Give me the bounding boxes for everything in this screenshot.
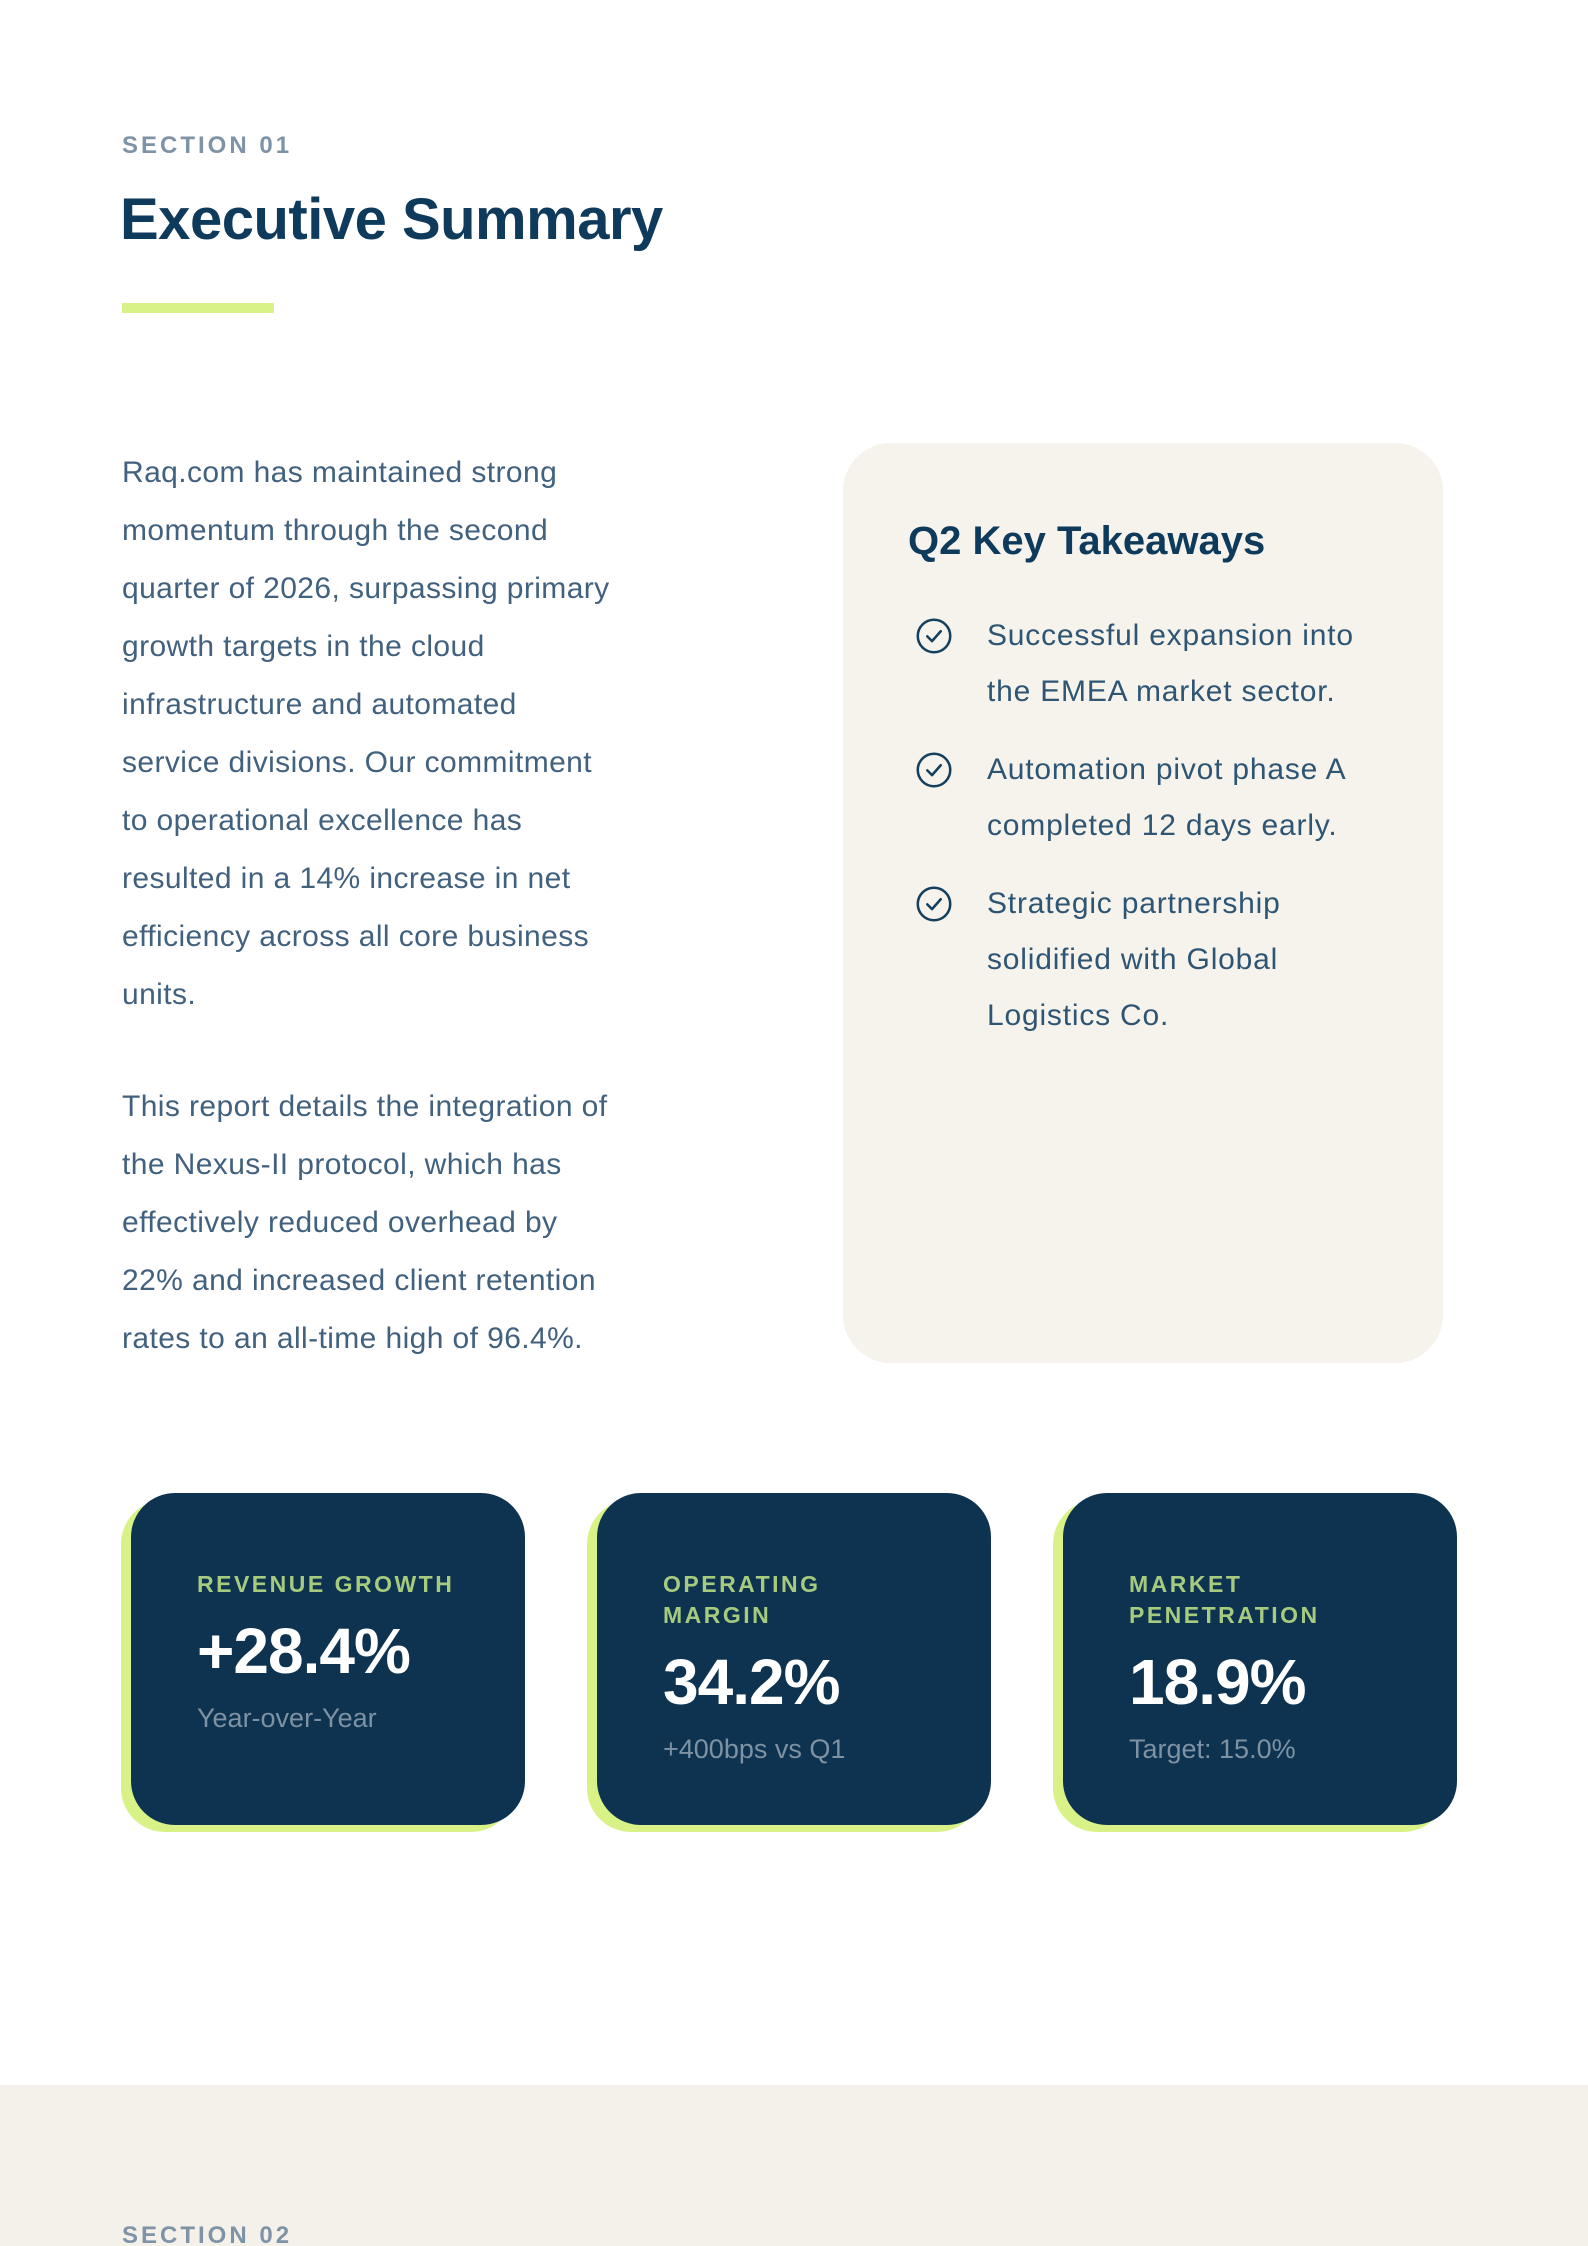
kpi-card-market-penetration: MARKET PENETRATION 18.9% Target: 15.0% [1053, 1493, 1457, 1832]
kpi-value: 34.2% [663, 1646, 840, 1718]
title-underline-accent [122, 303, 274, 313]
kpi-card-operating-margin: OPERATING MARGIN 34.2% +400bps vs Q1 [587, 1493, 991, 1832]
takeaways-title: Q2 Key Takeaways [908, 519, 1266, 563]
takeaway-item-label: Automation pivot phase A completed 12 da… [987, 753, 1347, 842]
section-label: SECTION 01 [122, 132, 293, 159]
kpi-card-surface: MARKET PENETRATION 18.9% Target: 15.0% [1063, 1493, 1457, 1825]
takeaways-list: Successful expansion into the EMEA marke… [915, 608, 1387, 1044]
summary-paragraph-2: This report details the integration of t… [122, 1090, 608, 1355]
kpi-card-revenue-growth: REVENUE GROWTH +28.4% Year-over-Year [121, 1493, 525, 1832]
kpi-value: +28.4% [197, 1615, 411, 1687]
takeaway-item: Strategic partnership solidified with Gl… [915, 876, 1387, 1044]
page-title: Executive Summary [120, 187, 663, 252]
check-circle-icon [916, 886, 952, 922]
kpi-card-surface: REVENUE GROWTH +28.4% Year-over-Year [131, 1493, 525, 1825]
kpi-subtitle: Year-over-Year [197, 1703, 377, 1733]
takeaways-card: Q2 Key Takeaways Successful expansion in… [843, 443, 1443, 1363]
kpi-card-surface: OPERATING MARGIN 34.2% +400bps vs Q1 [597, 1493, 991, 1825]
kpi-subtitle: Target: 15.0% [1129, 1734, 1296, 1764]
kpi-value: 18.9% [1129, 1646, 1306, 1718]
footer-band: SECTION 02 [0, 2085, 1588, 2246]
summary-paragraph-1: Raq.com has maintained strong momentum t… [122, 456, 610, 1011]
kpi-subtitle: +400bps vs Q1 [663, 1734, 846, 1764]
check-circle-icon [916, 752, 952, 788]
footer-section-label: SECTION 02 [122, 2222, 293, 2246]
takeaway-item: Successful expansion into the EMEA marke… [915, 608, 1387, 720]
kpi-label: REVENUE GROWTH [197, 1571, 455, 1597]
takeaway-item-label: Successful expansion into the EMEA marke… [987, 619, 1354, 708]
takeaway-item-label: Strategic partnership solidified with Gl… [987, 887, 1281, 1032]
body-text-column: Raq.com has maintained strong momentum t… [122, 444, 770, 1368]
kpi-label: OPERATING MARGIN [663, 1571, 821, 1628]
check-circle-icon [916, 618, 952, 654]
takeaway-item: Automation pivot phase A completed 12 da… [915, 742, 1387, 854]
kpi-label: MARKET PENETRATION [1129, 1571, 1320, 1628]
